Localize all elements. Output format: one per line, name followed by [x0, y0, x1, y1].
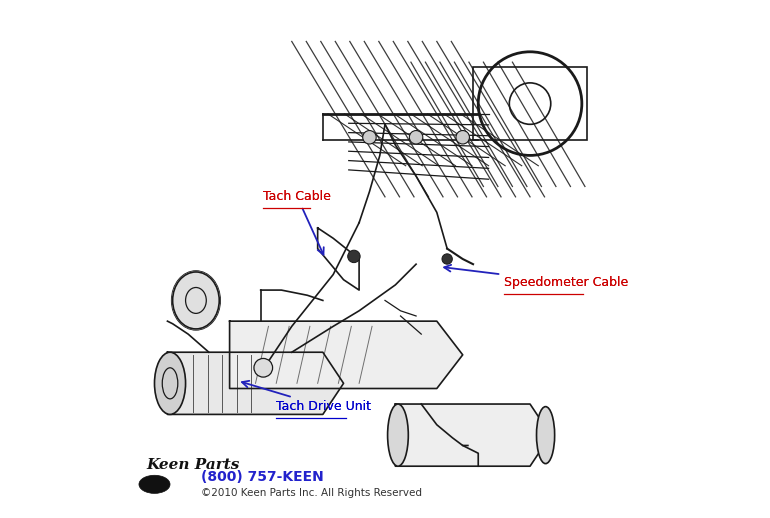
Polygon shape	[229, 321, 463, 388]
Ellipse shape	[387, 404, 408, 466]
Circle shape	[442, 254, 452, 264]
Text: Tach Cable: Tach Cable	[263, 190, 331, 204]
Text: ©2010 Keen Parts Inc. All Rights Reserved: ©2010 Keen Parts Inc. All Rights Reserve…	[201, 488, 422, 498]
Polygon shape	[167, 352, 343, 414]
Circle shape	[410, 131, 423, 144]
Ellipse shape	[172, 272, 219, 329]
Ellipse shape	[537, 407, 554, 464]
Text: Tach Drive Unit: Tach Drive Unit	[242, 381, 371, 413]
Circle shape	[363, 131, 377, 144]
Text: Speedometer Cable: Speedometer Cable	[444, 265, 628, 289]
Circle shape	[456, 131, 470, 144]
Ellipse shape	[155, 352, 186, 414]
Text: (800) 757-KEEN: (800) 757-KEEN	[201, 470, 324, 484]
Circle shape	[254, 358, 273, 377]
Text: Tach Drive Unit: Tach Drive Unit	[276, 400, 371, 413]
Text: Keen Parts: Keen Parts	[147, 458, 240, 472]
Text: Tach Cable: Tach Cable	[263, 190, 331, 255]
Ellipse shape	[139, 476, 170, 493]
Circle shape	[348, 250, 360, 263]
Text: Speedometer Cable: Speedometer Cable	[504, 276, 628, 289]
Polygon shape	[395, 404, 551, 466]
